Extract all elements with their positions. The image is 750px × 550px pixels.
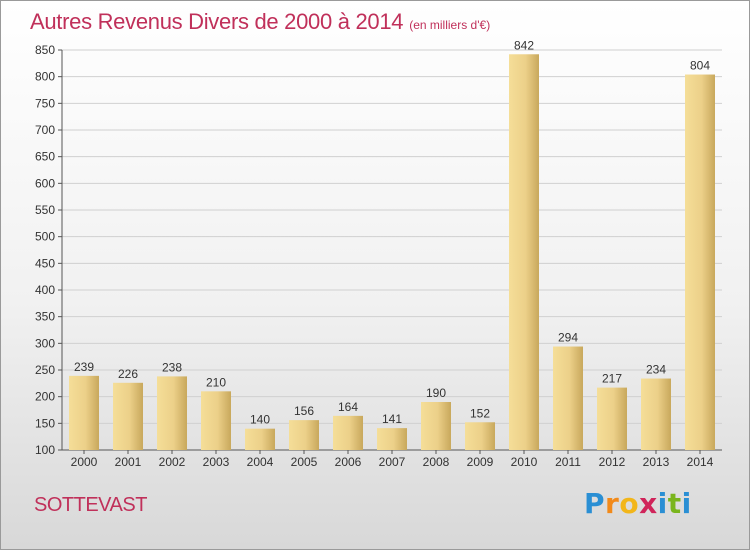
bar (245, 428, 275, 450)
bar (553, 346, 583, 450)
x-tick-label: 2005 (291, 455, 318, 469)
y-tick-label: 750 (35, 96, 55, 110)
data-label: 217 (602, 372, 622, 386)
x-tick-label: 2003 (203, 455, 230, 469)
y-tick-label: 250 (35, 363, 55, 377)
bar (333, 415, 363, 450)
logo-letter: o (619, 487, 640, 520)
x-tick-label: 2012 (599, 455, 626, 469)
bar (113, 382, 143, 450)
bar (201, 391, 231, 450)
y-tick-label: 400 (35, 283, 55, 297)
x-tick-label: 2014 (687, 455, 714, 469)
data-label: 239 (74, 360, 94, 374)
logo-letter: r (605, 487, 620, 520)
chart-title: Autres Revenus Divers de 2000 à 2014 (30, 9, 404, 34)
y-tick-label: 200 (35, 390, 55, 404)
bar (377, 428, 407, 450)
logo-letter: P (584, 487, 606, 520)
bar (421, 402, 451, 450)
bar (157, 376, 187, 450)
data-label: 152 (470, 406, 490, 420)
x-tick-label: 2006 (335, 455, 362, 469)
data-label: 804 (690, 59, 710, 73)
data-label: 190 (426, 386, 446, 400)
chart-title-block: Autres Revenus Divers de 2000 à 2014 (en … (30, 9, 490, 35)
x-tick-label: 2007 (379, 455, 406, 469)
data-label: 141 (382, 412, 402, 426)
x-tick-label: 2000 (71, 455, 98, 469)
data-label: 294 (558, 331, 578, 345)
x-tick-label: 2011 (555, 455, 581, 469)
y-tick-label: 150 (35, 416, 55, 430)
y-tick-label: 550 (35, 203, 55, 217)
x-tick-label: 2002 (159, 455, 186, 469)
x-tick-label: 2013 (643, 455, 670, 469)
y-tick-label: 850 (35, 43, 55, 57)
data-label: 164 (338, 400, 358, 414)
data-label: 234 (646, 363, 666, 377)
y-tick-label: 650 (35, 150, 55, 164)
place-name: SOTTEVAST (34, 494, 147, 516)
bar (289, 420, 319, 450)
y-tick-label: 350 (35, 310, 55, 324)
data-label: 238 (162, 360, 182, 374)
bar (509, 54, 539, 451)
data-label: 842 (514, 38, 534, 52)
x-tick-label: 2009 (467, 455, 494, 469)
bar (465, 422, 495, 450)
logo-letter: x (639, 487, 658, 520)
y-tick-label: 600 (35, 176, 55, 190)
x-tick-label: 2004 (247, 455, 274, 469)
bar (69, 375, 99, 450)
bar (641, 378, 671, 450)
y-tick-label: 700 (35, 123, 55, 137)
y-tick-label: 500 (35, 230, 55, 244)
chart-subtitle: (en milliers d'€) (409, 18, 491, 32)
y-tick-label: 300 (35, 336, 55, 350)
y-tick-label: 800 (35, 70, 55, 84)
proxiti-logo[interactable]: Proxiti (584, 487, 692, 520)
x-tick-label: 2008 (423, 455, 450, 469)
data-label: 226 (118, 367, 138, 381)
bar (597, 387, 627, 450)
x-tick-label: 2010 (511, 455, 538, 469)
y-tick-label: 100 (35, 443, 55, 457)
data-label: 140 (250, 413, 270, 427)
data-label: 156 (294, 404, 314, 418)
y-tick-label: 450 (35, 256, 55, 270)
data-label: 210 (206, 375, 226, 389)
logo-letter: t (667, 487, 682, 520)
logo-letter: i (657, 487, 668, 520)
x-tick-label: 2001 (115, 455, 142, 469)
bar (685, 74, 715, 451)
logo-letter: i (681, 487, 692, 520)
